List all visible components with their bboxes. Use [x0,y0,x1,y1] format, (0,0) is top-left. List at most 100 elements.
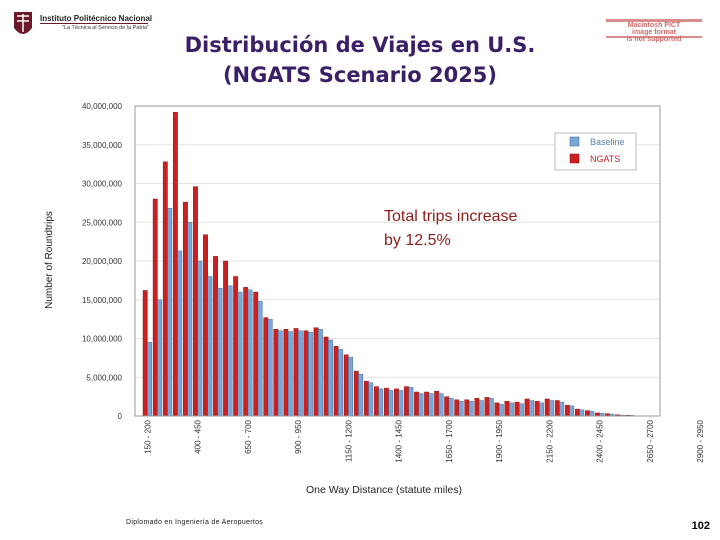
bar-baseline [428,393,434,417]
bar-baseline [458,401,464,417]
x-tick-label: 2900 - 2950 [696,419,705,462]
bar-ngats [404,386,409,417]
institution-name: Instituto Politécnico Nacional [40,14,153,23]
legend-swatch-baseline [569,136,580,147]
bar-baseline [328,339,333,417]
x-tick-label: 2150 - 2200 [545,419,554,462]
bar-baseline [147,342,152,417]
bar-baseline [569,405,575,417]
bar-ngats [162,161,168,417]
x-tick-layer: 150 - 200 400 - 450 650 - 700 900 - 950 1150… [143,419,705,462]
x-tick-label: 1650 - 1700 [445,419,454,462]
bar-baseline [498,404,504,417]
legend-label-baseline: Baseline [590,137,625,147]
annotation-line-1: Total trips increase [384,208,517,225]
bar-ngats [213,256,218,417]
bar-ngats [384,387,389,417]
bar-baseline [207,276,213,417]
y-axis-label: Number of Roundtrips [44,211,55,309]
bar-ngats [223,260,228,417]
bar-baseline [177,250,183,417]
bar-ngats [434,391,440,417]
bar-ngats [554,400,560,417]
bar-ngats [333,346,339,417]
stamp-line-2: image format [632,29,676,36]
annotation-line-2: by 12.5% [384,232,451,249]
x-axis-label: One Way Distance (statute miles) [306,484,462,496]
bar-ngats [424,391,429,417]
bar-baseline [348,356,353,417]
x-tick-label: 150 - 200 [143,419,152,453]
bar-ngats [373,386,379,417]
legend-box [554,132,637,171]
y-tick-label: 10,000,000 [82,335,123,344]
unsupported-image-stamp: Macintosh PICT image format is not suppo… [606,19,702,43]
bar-baseline [187,222,193,417]
y-tick-label: 20,000,000 [82,257,123,266]
bar-baseline [157,299,163,417]
institution-motto: "La Técnica al Servicio de la Patria" [62,25,149,31]
bar-ngats [454,399,460,417]
page-number: 102 [691,520,710,532]
bar-ngats [142,290,148,417]
y-tick-label: 25,000,000 [82,218,123,227]
bar-ngats [323,336,329,417]
legend-label-ngats: NGATS [590,154,620,164]
bar-baseline [398,390,404,417]
y-tick-label: 15,000,000 [82,296,123,305]
annotation: Total trips increase by 12.5% [384,208,517,249]
bar-baseline [468,401,474,417]
bar-ngats [574,408,580,417]
bar-baseline [589,411,595,417]
bar-baseline [529,400,534,417]
bar-baseline [308,332,313,417]
bar-ngats [172,111,178,417]
bar-baseline [257,301,263,417]
bar-ngats [464,399,470,417]
x-tick-label: 1150 - 1200 [344,419,353,462]
legend: Baseline NGATS [554,132,637,171]
bars-layer [142,111,635,417]
bar-ngats [152,198,158,417]
slide-title: Distribución de Viajes en U.S. (NGATS Sc… [150,30,570,90]
bar-ngats [394,388,399,417]
bar-ngats [585,410,590,417]
bar-ngats [524,398,530,417]
bar-baseline [167,208,173,417]
bar-baseline [408,387,414,417]
bar-ngats [363,380,369,417]
x-tick-label: 2650 - 2700 [646,419,655,462]
bar-ngats [263,317,269,417]
bar-ngats [484,397,490,417]
x-tick-label: 1400 - 1450 [395,419,404,462]
bar-baseline [438,393,444,417]
bar-ngats [534,401,540,417]
title-line-1: Distribución de Viajes en U.S. [184,33,536,57]
bar-baseline [388,390,394,417]
x-tick-label: 650 - 700 [244,419,253,453]
y-tick-label: 0 [118,412,123,421]
bar-baseline [197,260,203,417]
bar-ngats [474,397,480,417]
bar-baseline [378,388,384,417]
stamp-line-3: is not supported [626,36,682,43]
bar-baseline [579,409,585,417]
bar-baseline [267,318,273,417]
x-tick-label: 900 - 950 [294,419,303,453]
y-tick-label: 5,000,000 [86,373,122,382]
bar-ngats [233,276,239,417]
bar-baseline [368,382,374,417]
bar-baseline [318,329,323,417]
bar-ngats [313,327,319,417]
bar-baseline [287,331,293,417]
bar-baseline [277,330,283,417]
bar-baseline [549,400,555,417]
bar-baseline [418,393,424,417]
bar-baseline [519,403,524,417]
bar-ngats [544,398,550,417]
y-tick-label: 35,000,000 [82,141,123,150]
bar-baseline [247,289,253,417]
bar-ngats [353,370,359,417]
title-line-2: (NGATS Scenario 2025) [222,63,498,87]
bar-baseline [539,402,544,417]
